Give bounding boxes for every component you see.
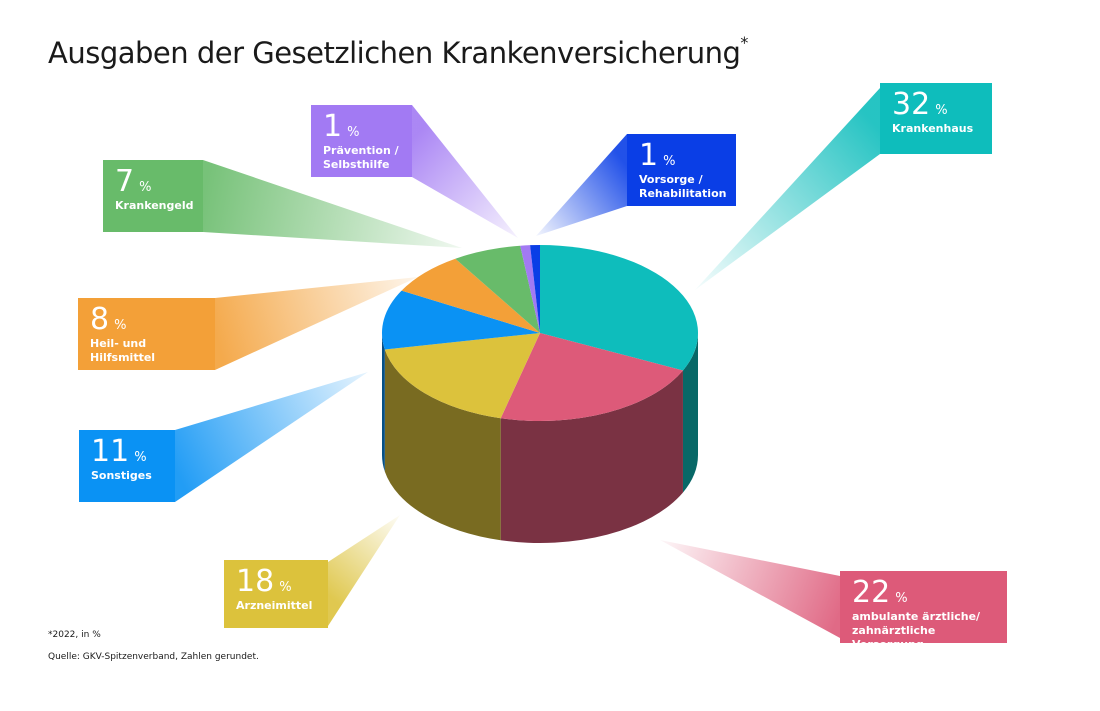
label-box-praevention: 1% Prävention / Selbsthilfe [311,105,412,177]
leader-layer [175,88,880,638]
value-sonstiges: 11 [91,434,130,469]
label-box-arzneimittel: 18% Arzneimittel [224,560,328,628]
side-sonstiges [382,333,385,472]
unit-arzneimittel: % [279,580,292,595]
leader-krankengeld [203,160,462,248]
footnote: *2022, in % [48,630,101,640]
leader-krankenhaus [695,88,880,290]
value-krankenhaus: 32 [892,87,931,122]
label-box-krankenhaus: 32% Krankenhaus [880,83,992,154]
slice-krankenhaus [540,245,698,371]
label-box-krankengeld: 7% Krankengeld [103,160,203,232]
slice-ambulant [500,333,683,421]
label-box-heil: 8% Heil- und Hilfsmittel [78,298,215,370]
pie-top-layer [382,245,698,421]
unit-krankenhaus: % [935,103,948,118]
chart-title-text: Ausgaben der Gesetzlichen Krankenversich… [48,36,741,70]
leader-praevention [412,105,518,238]
label-ambulant-line2: zahnärztliche Versorgung [852,624,936,651]
value-heil: 8 [90,302,110,337]
leader-heil [215,277,418,370]
unit-vorsorge: % [663,154,676,169]
side-arzneimittel [384,349,501,541]
leader-ambulant [660,540,840,638]
unit-heil: % [114,318,127,333]
slice-vorsorge [530,245,540,333]
value-vorsorge: 1 [639,138,659,173]
side-krankenhaus [682,333,698,493]
label-box-sonstiges: 11% Sonstiges [79,430,175,502]
label-praevention-line2: Selbsthilfe [323,158,390,171]
label-sonstiges: Sonstiges [91,469,152,482]
slice-krankengeld [455,245,540,333]
unit-ambulant: % [895,591,908,606]
unit-sonstiges: % [134,450,147,465]
leader-sonstiges [175,372,368,502]
label-praevention-line1: Prävention / [323,144,399,157]
label-arzneimittel: Arzneimittel [236,599,313,612]
chart-title-mark: * [740,33,748,53]
label-box-vorsorge: 1% Vorsorge / Rehabilitation [627,134,736,206]
label-krankengeld: Krankengeld [115,199,194,212]
side-ambulant [500,370,683,543]
leader-arzneimittel [328,515,400,626]
unit-praevention: % [347,125,360,140]
label-ambulant-line1: ambulante ärztliche/ [852,610,981,623]
slice-praevention [520,245,540,333]
slice-arzneimittel [384,333,540,419]
slice-sonstiges [382,290,540,350]
label-vorsorge-line1: Vorsorge / [639,173,703,186]
leader-vorsorge [536,134,627,236]
value-praevention: 1 [323,109,343,144]
label-box-ambulant: 22% ambulante ärztliche/ zahnärztliche V… [840,571,1007,651]
pie-side-layer [382,333,698,543]
value-ambulant: 22 [852,575,891,610]
slice-heil [401,258,540,333]
unit-krankengeld: % [139,180,152,195]
value-krankengeld: 7 [115,164,135,199]
label-krankenhaus: Krankenhaus [892,122,974,135]
value-arzneimittel: 18 [236,564,275,599]
chart-title: Ausgaben der Gesetzlichen Krankenversich… [48,33,748,70]
source-note: Quelle: GKV-Spitzenverband, Zahlen gerun… [48,652,259,662]
label-heil: Heil- und Hilfsmittel [90,337,156,364]
label-vorsorge-line2: Rehabilitation [639,187,727,200]
